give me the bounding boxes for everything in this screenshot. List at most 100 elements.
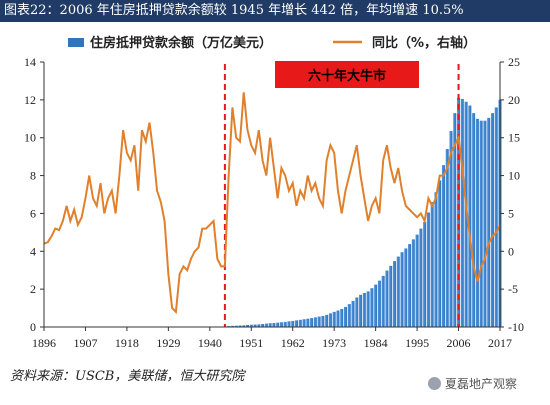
legend-label-line: 同比（%，右轴） bbox=[372, 35, 476, 51]
axes: 0 2 4 6 8 10 12 14 -10 -5 0 5 10 15 20 25 1896 1907 1918 19… bbox=[24, 55, 524, 350]
x-tick-label: 1896 bbox=[32, 336, 56, 350]
bar bbox=[238, 325, 242, 327]
bar bbox=[468, 105, 472, 327]
legend-swatch-bar bbox=[68, 38, 84, 47]
bar bbox=[261, 323, 265, 327]
bar bbox=[475, 118, 479, 327]
y-right-tick-label: 0 bbox=[508, 244, 514, 258]
bar bbox=[392, 261, 396, 327]
bar bbox=[423, 221, 427, 327]
x-tick-label: 2006 bbox=[447, 336, 471, 350]
annotation-label: 六十年大牛市 bbox=[308, 68, 386, 84]
x-tick-label: 1940 bbox=[198, 336, 222, 350]
x-tick-label: 1984 bbox=[364, 336, 388, 350]
bar-series bbox=[227, 97, 502, 328]
bar bbox=[283, 321, 287, 327]
bar bbox=[453, 113, 457, 327]
bar bbox=[276, 322, 280, 327]
bar bbox=[389, 265, 393, 327]
bar bbox=[385, 270, 389, 327]
bar bbox=[411, 239, 415, 327]
bar bbox=[347, 304, 351, 327]
y-left-tick-label: 0 bbox=[30, 320, 36, 334]
bar bbox=[400, 252, 404, 327]
bar bbox=[490, 113, 494, 327]
bar bbox=[464, 101, 468, 327]
bar bbox=[298, 319, 302, 327]
y-left-tick-label: 4 bbox=[30, 244, 36, 258]
bar bbox=[415, 234, 419, 327]
bar bbox=[404, 248, 408, 327]
y-left-tick-label: 12 bbox=[24, 93, 36, 107]
legend: 住房抵押贷款余额（万亿美元） 同比（%，右轴） bbox=[68, 35, 476, 51]
bar bbox=[268, 323, 272, 327]
legend-label-bar: 住房抵押贷款余额（万亿美元） bbox=[90, 35, 272, 51]
bar bbox=[479, 120, 483, 328]
bar bbox=[487, 117, 491, 327]
bar bbox=[325, 314, 329, 327]
bar bbox=[494, 107, 498, 328]
bar bbox=[246, 324, 250, 327]
bar bbox=[472, 113, 476, 327]
x-tick-label: 1973 bbox=[322, 336, 346, 350]
vertical-markers bbox=[223, 64, 460, 327]
x-tick-label: 1995 bbox=[405, 336, 429, 350]
x-tick-label: 1951 bbox=[239, 336, 263, 350]
bar bbox=[257, 324, 261, 327]
bar bbox=[449, 131, 453, 327]
x-tick-label: 1907 bbox=[73, 336, 97, 350]
y-left-tick-label: 6 bbox=[30, 206, 36, 220]
source-note: 资料来源：USCB，美联储，恒大研究院 bbox=[10, 369, 245, 384]
y-right-tick-label: -10 bbox=[508, 320, 524, 334]
bar bbox=[310, 318, 314, 327]
bar bbox=[396, 256, 400, 327]
bar bbox=[306, 318, 310, 327]
bar bbox=[362, 292, 366, 327]
bar bbox=[343, 306, 347, 327]
bar bbox=[294, 320, 298, 328]
bar bbox=[317, 316, 321, 327]
watermark: 夏磊地产观察 bbox=[428, 375, 517, 392]
y-right-tick-label: 15 bbox=[508, 131, 520, 145]
bar bbox=[332, 311, 336, 327]
y-right-tick-label: 20 bbox=[508, 93, 520, 107]
y-right-tick-label: 25 bbox=[508, 55, 520, 69]
bar bbox=[460, 98, 464, 327]
x-tick-label: 1962 bbox=[281, 336, 305, 350]
wechat-icon bbox=[428, 377, 441, 390]
annotation-box: 六十年大牛市 bbox=[275, 61, 419, 88]
bar bbox=[419, 228, 423, 327]
x-tick-label: 1929 bbox=[156, 336, 180, 350]
bar bbox=[426, 212, 430, 327]
bar bbox=[302, 319, 306, 327]
x-tick-label: 1918 bbox=[115, 336, 139, 350]
bar bbox=[340, 309, 344, 327]
bar bbox=[445, 149, 449, 327]
annotation-bg bbox=[275, 61, 419, 88]
bar bbox=[230, 325, 234, 327]
bar bbox=[351, 300, 355, 327]
bar bbox=[366, 291, 370, 327]
bar bbox=[374, 284, 378, 327]
bar bbox=[359, 294, 363, 327]
bar bbox=[483, 120, 487, 328]
bar bbox=[408, 244, 412, 327]
y-right-tick-label: 10 bbox=[508, 169, 520, 183]
bar bbox=[441, 165, 445, 327]
bar bbox=[434, 192, 438, 327]
bar bbox=[253, 324, 257, 327]
bar bbox=[234, 325, 238, 327]
y-left-tick-label: 2 bbox=[30, 282, 36, 296]
bar bbox=[242, 325, 246, 327]
bar bbox=[336, 310, 340, 327]
bar bbox=[370, 288, 374, 327]
bar bbox=[264, 323, 268, 327]
line-series-yoy bbox=[43, 92, 501, 315]
bar bbox=[377, 280, 381, 328]
y-left-tick-label: 8 bbox=[30, 169, 36, 183]
bar bbox=[287, 321, 291, 327]
bar bbox=[249, 324, 253, 327]
y-right-tick-label: -5 bbox=[508, 282, 518, 296]
bar bbox=[291, 320, 295, 327]
